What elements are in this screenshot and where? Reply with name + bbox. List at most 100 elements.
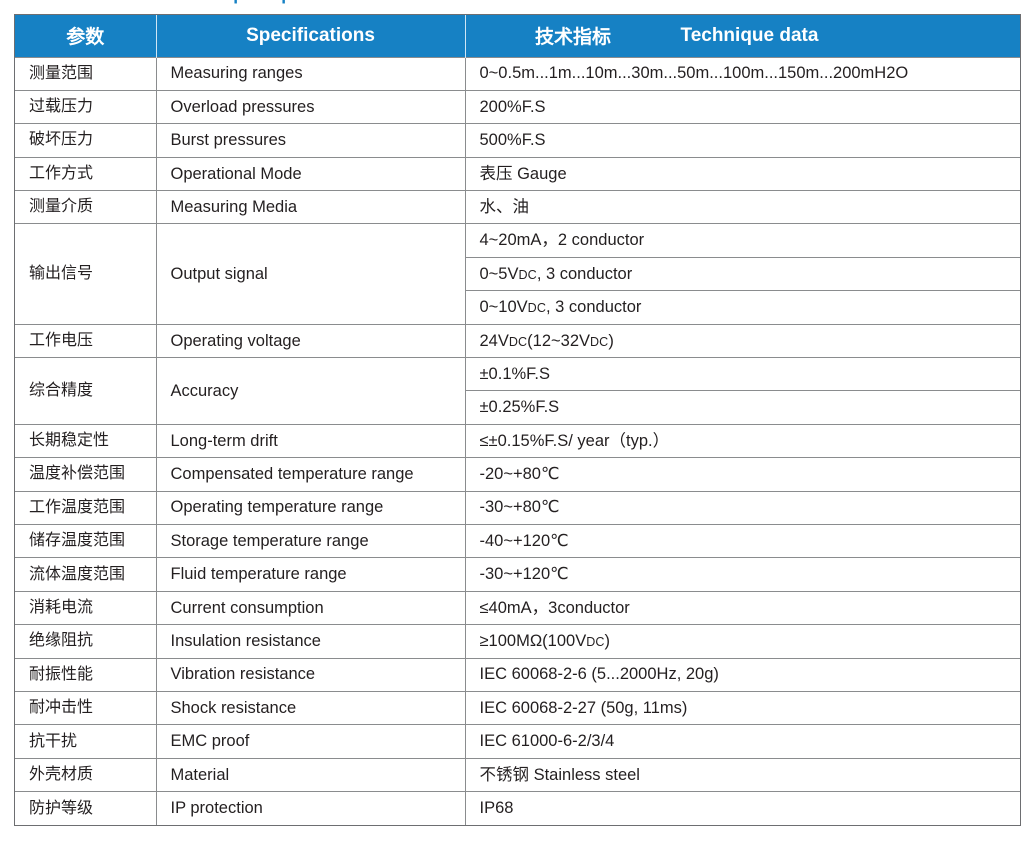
table-row: 工作方式 Operational Mode 表压 Gauge: [15, 156, 1020, 191]
cell-technique-data: 4~20mA，2 conductor: [465, 223, 1020, 258]
cell-parameter-cn: 消耗电流: [15, 590, 157, 625]
cell-technique-data: 24VDC(12~32VDC): [465, 323, 1020, 358]
cell-technique-data: -30~+80℃: [465, 490, 1020, 525]
cell-specification-en: Compensated temperature range: [156, 457, 466, 492]
cell-specification-en: Vibration resistance: [156, 657, 466, 692]
cell-technique-data: ±0.25%F.S: [465, 390, 1020, 425]
cell-parameter-cn: 破坏压力: [15, 123, 157, 158]
cell-technique-data: 0~10VDC, 3 conductor: [465, 290, 1020, 325]
specification-table: 参数 Specifications 技术指标 Technique data 测量…: [15, 15, 1020, 825]
cell-technique-data: ±0.1%F.S: [465, 357, 1020, 391]
cell-parameter-cn: 测量范围: [15, 56, 157, 91]
cell-technique-data: ≥100MΩ(100VDC): [465, 624, 1020, 659]
cell-technique-data: ≤40mA，3conductor: [465, 590, 1020, 625]
table-row: 破坏压力 Burst pressures 500%F.S: [15, 123, 1020, 158]
cell-specification-en: Overload pressures: [156, 89, 466, 124]
specification-table-container: 参数 Specifications 技术指标 Technique data 测量…: [14, 14, 1021, 826]
cell-parameter-cn: 长期稳定性: [15, 423, 157, 458]
cell-parameter-cn: 绝缘阻抗: [15, 624, 157, 659]
table-row: 防护等级 IP protection IP68: [15, 791, 1020, 825]
cell-specification-en: Insulation resistance: [156, 624, 466, 659]
cell-specification-en: Accuracy: [156, 357, 466, 425]
cell-specification-en: EMC proof: [156, 724, 466, 759]
table-row: 0~5VDC, 3 conductor: [15, 256, 1020, 291]
cell-technique-data: IEC 60068-2-6 (5...2000Hz, 20g): [465, 657, 1020, 692]
cell-technique-data: -40~+120℃: [465, 523, 1020, 558]
cell-parameter-cn: 耐振性能: [15, 657, 157, 692]
cell-specification-en: Current consumption: [156, 590, 466, 625]
cell-technique-data: 表压 Gauge: [465, 156, 1020, 191]
cell-parameter-cn: 综合精度: [15, 357, 157, 425]
header-technique-data: 技术指标 Technique data: [465, 15, 1020, 57]
cell-specification-en: Operating voltage: [156, 323, 466, 358]
table-row: 消耗电流 Current consumption ≤40mA，3conductor: [15, 590, 1020, 625]
table-row: 测量范围 Measuring ranges 0~0.5m...1m...10m...…: [15, 56, 1020, 91]
cell-specification-en: Material: [156, 757, 466, 792]
cell-parameter-cn: 过载压力: [15, 89, 157, 124]
cell-technique-data: 0~5VDC, 3 conductor: [465, 256, 1020, 291]
cut-off-fragment-1: |: [233, 0, 238, 5]
header-data-cn: 技术指标: [534, 27, 611, 49]
cell-technique-data: 500%F.S: [465, 123, 1020, 158]
cell-parameter-cn: 抗干扰: [15, 724, 157, 759]
cell-parameter-cn: 温度补偿范围: [15, 457, 157, 492]
cell-parameter-cn: 输出信号: [15, 223, 157, 325]
table-row: 温度补偿范围 Compensated temperature range -20~+…: [15, 457, 1020, 492]
table-row: 耐冲击性 Shock resistance IEC 60068-2-27 (50g,…: [15, 690, 1020, 725]
cell-specification-en: Long-term drift: [156, 423, 466, 458]
header-data-en: Technique data: [680, 24, 819, 46]
table-row: 储存温度范围 Storage temperature range -40~+120℃: [15, 523, 1020, 558]
cell-specification-en: Shock resistance: [156, 690, 466, 725]
table-row: 绝缘阻抗 Insulation resistance ≥100MΩ(100VDC): [15, 624, 1020, 659]
cell-specification-en: Storage temperature range: [156, 523, 466, 558]
table-row: 抗干扰 EMC proof IEC 61000-6-2/3/4: [15, 724, 1020, 759]
header-specifications-en: Specifications: [156, 15, 466, 57]
cell-parameter-cn: 工作温度范围: [15, 490, 157, 525]
cell-technique-data: -30~+120℃: [465, 557, 1020, 592]
table-row: 工作电压 Operating voltage 24VDC(12~32VDC): [15, 323, 1020, 358]
cell-parameter-cn: 测量介质: [15, 190, 157, 224]
cell-specification-en: Measuring Media: [156, 190, 466, 224]
cell-technique-data: 0~0.5m...1m...10m...30m...50m...100m...1…: [465, 56, 1020, 91]
cell-parameter-cn: 储存温度范围: [15, 523, 157, 558]
cut-off-heading-strip: | |: [0, 0, 1035, 14]
cell-specification-en: Measuring ranges: [156, 56, 466, 91]
cell-parameter-cn: 外壳材质: [15, 757, 157, 792]
table-row: 综合精度 Accuracy ±0.1%F.S: [15, 357, 1020, 425]
table-row: 工作温度范围 Operating temperature range -30~+80…: [15, 490, 1020, 525]
table-row: 过载压力 Overload pressures 200%F.S: [15, 89, 1020, 124]
cell-parameter-cn: 流体温度范围: [15, 557, 157, 592]
cell-technique-data: 200%F.S: [465, 89, 1020, 124]
cell-technique-data: IP68: [465, 791, 1020, 825]
table-row: 耐振性能 Vibration resistance IEC 60068-2-6 (5…: [15, 657, 1020, 692]
cell-technique-data: IEC 60068-2-27 (50g, 11ms): [465, 690, 1020, 725]
table-row: ±0.25%F.S: [15, 390, 1020, 425]
cell-specification-en: Operational Mode: [156, 156, 466, 191]
cell-technique-data: -20~+80℃: [465, 457, 1020, 492]
cell-specification-en: Fluid temperature range: [156, 557, 466, 592]
cell-technique-data: IEC 61000-6-2/3/4: [465, 724, 1020, 759]
table-row: 外壳材质 Material 不锈钢 Stainless steel: [15, 757, 1020, 792]
cell-parameter-cn: 防护等级: [15, 791, 157, 825]
cell-technique-data: ≤±0.15%F.S/ year（typ.）: [465, 423, 1020, 458]
table-row: 输出信号 Output signal 4~20mA，2 conductor: [15, 223, 1020, 325]
table-row: 长期稳定性 Long-term drift ≤±0.15%F.S/ year（typ…: [15, 423, 1020, 458]
table-header: 参数 Specifications 技术指标 Technique data: [15, 15, 1020, 57]
cell-specification-en: Burst pressures: [156, 123, 466, 158]
table-row: 0~10VDC, 3 conductor: [15, 290, 1020, 325]
table-row: 测量介质 Measuring Media 水、油: [15, 190, 1020, 224]
cell-specification-en: Output signal: [156, 223, 466, 325]
header-param-cn: 参数: [15, 15, 157, 57]
header-row: 参数 Specifications 技术指标 Technique data: [15, 15, 1020, 57]
table-body: 测量范围 Measuring ranges 0~0.5m...1m...10m...…: [15, 56, 1020, 825]
cut-off-fragment-2: |: [281, 0, 286, 5]
cell-specification-en: Operating temperature range: [156, 490, 466, 525]
cell-parameter-cn: 耐冲击性: [15, 690, 157, 725]
cell-technique-data: 水、油: [465, 190, 1020, 224]
table-row: 流体温度范围 Fluid temperature range -30~+120℃: [15, 557, 1020, 592]
cell-technique-data: 不锈钢 Stainless steel: [465, 757, 1020, 792]
cell-parameter-cn: 工作方式: [15, 156, 157, 191]
cell-specification-en: IP protection: [156, 791, 466, 825]
cell-parameter-cn: 工作电压: [15, 323, 157, 358]
